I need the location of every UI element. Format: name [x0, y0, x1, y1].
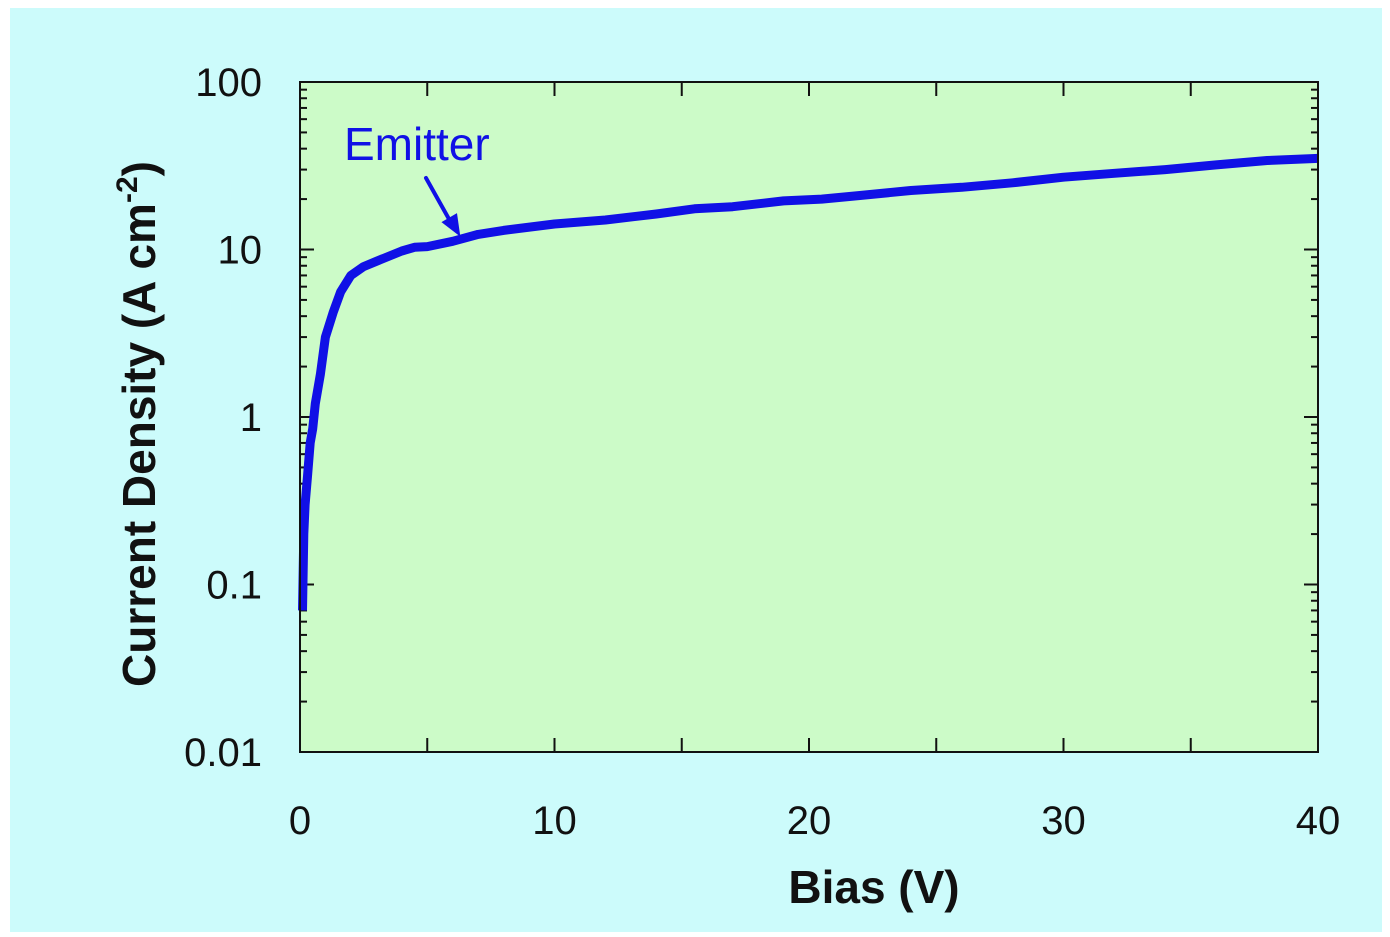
x-tick-label: 30 — [1041, 799, 1086, 843]
y-tick-label: 0.1 — [206, 564, 262, 608]
x-tick-label: 40 — [1296, 799, 1341, 843]
x-tick-label: 0 — [289, 799, 311, 843]
y-axis-title-close: ) — [113, 161, 165, 176]
annotation-emitter-label: Emitter — [344, 118, 490, 170]
y-axis-title-superscript: -2 — [111, 176, 144, 203]
series-layer — [298, 153, 1319, 611]
tick-labels: 0 10 20 30 40 0.01 0.1 1 10 100 — [184, 61, 1340, 843]
y-tick-label: 1 — [240, 396, 262, 440]
x-tick-label: 10 — [532, 799, 577, 843]
x-tick-label: 20 — [787, 799, 832, 843]
series-line-emitter — [298, 153, 1319, 611]
chart-frame: Emitter 0 10 20 30 40 0.01 0.1 1 10 100 Bias (V) … — [10, 8, 1382, 932]
y-tick-label: 100 — [195, 61, 262, 105]
x-axis-title: Bias (V) — [788, 861, 959, 913]
x-axis-ticks — [299, 82, 1319, 752]
annotation-arrowhead — [441, 213, 461, 237]
annotation-layer: Emitter — [344, 118, 490, 237]
y-axis-title-main: Current Density (A cm — [113, 203, 165, 687]
plot-area — [300, 82, 1318, 752]
y-axis-title: Current Density (A cm-2) — [111, 161, 165, 687]
plot-frame — [299, 81, 1319, 753]
y-tick-label: 10 — [218, 229, 263, 273]
y-tick-label: 0.01 — [184, 731, 262, 775]
